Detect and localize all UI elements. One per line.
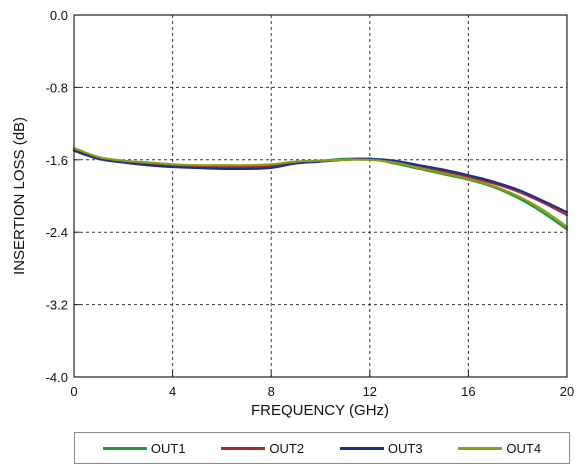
plot-frame [73,14,568,378]
y-tick-label: 0.0 [50,8,68,23]
legend-item-out2: OUT2 [221,441,304,456]
y-tick-label: -4.0 [46,370,68,385]
legend-swatch-out1 [102,446,147,450]
tick-layer: 0 4 8 12 16 20 0.0 -0.8 -1.6 -2.4 -3.2 -4.0 [46,8,575,399]
y-tick-label: -1.6 [46,153,68,168]
legend-label-out4: OUT4 [506,440,542,456]
x-tick-label: 0 [70,384,77,399]
y-axis-label: INSERTION LOSS (dB) [11,117,28,275]
x-tick-label: 20 [560,384,574,399]
y-tick-label: -3.2 [46,298,68,313]
legend: OUT1 OUT2 OUT3 OUT4 [74,432,570,464]
legend-label-out1: OUT1 [150,440,186,456]
grid-layer [74,15,567,377]
legend-label-out2: OUT2 [269,440,305,456]
legend-swatch-out3 [339,446,384,450]
x-tick-label: 4 [169,384,176,399]
x-tick-label: 16 [461,384,475,399]
legend-item-out3: OUT3 [339,440,423,456]
y-tick-label: -0.8 [46,80,68,95]
x-tick-label: 12 [363,384,377,399]
x-tick-label: 8 [268,384,275,399]
series-line-out4 [72,146,569,228]
legend-label-out3: OUT3 [387,440,423,456]
series-layer [72,146,569,231]
legend-item-out1: OUT1 [102,440,186,456]
legend-swatch-out4 [458,446,503,450]
x-axis-label: FREQUENCY (GHz) [251,402,389,419]
chart-svg: 0 4 8 12 16 20 0.0 -0.8 -1.6 -2.4 -3.2 -4.0 FREQUEN… [11,8,575,419]
legend-swatch-out2 [221,446,266,450]
y-tick-label: -2.4 [46,225,68,240]
legend-item-out4: OUT4 [458,441,541,456]
plot-area [74,15,567,377]
